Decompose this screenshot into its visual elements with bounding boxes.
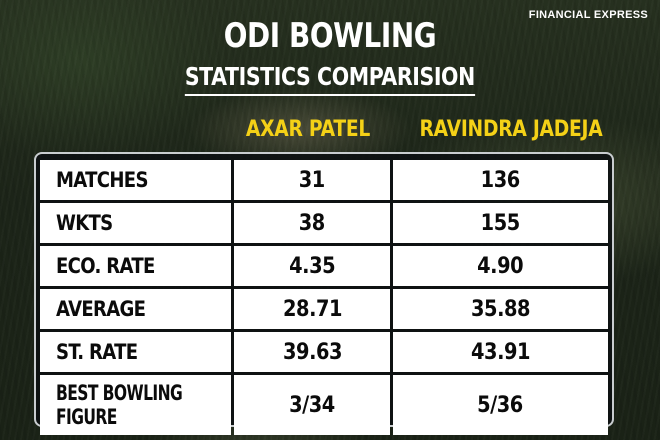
stats-table: MATCHES 31 136 WKTS 38 155 ECO. RATE 4.3…: [34, 152, 614, 435]
row-label: MATCHES: [40, 160, 232, 200]
axar-value: 28.71: [234, 289, 390, 329]
table-row: MATCHES 31 136: [40, 160, 609, 200]
jadeja-value: 35.88: [392, 289, 609, 329]
jadeja-value: 155: [392, 203, 609, 243]
player-header-jadeja: RAVINDRA JADEJA: [419, 117, 603, 142]
axar-value: 38: [234, 203, 390, 243]
page-title: ODI BOWLING: [223, 16, 437, 56]
table-row: BEST BOWLING FIGURE 3/34 5/36: [40, 375, 609, 435]
brand-logo: FINANCIAL EXPRESS: [528, 9, 648, 21]
table-row: ECO. RATE 4.35 4.90: [40, 246, 609, 286]
axar-value: 3/34: [234, 375, 390, 435]
row-label: ECO. RATE: [40, 246, 232, 286]
jadeja-value: 4.90: [392, 246, 609, 286]
row-label: BEST BOWLING FIGURE: [40, 375, 232, 435]
table-row: WKTS 38 155: [40, 203, 609, 243]
row-label-line: FIGURE: [56, 405, 117, 429]
row-label: ST. RATE: [40, 332, 232, 372]
axar-value: 31: [234, 160, 390, 200]
row-label: AVERAGE: [40, 289, 232, 329]
axar-value: 39.63: [234, 332, 390, 372]
jadeja-value: 5/36: [392, 375, 609, 435]
jadeja-value: 136: [392, 160, 609, 200]
subtitle-container: STATISTICS COMPARISION: [0, 62, 660, 96]
row-label: WKTS: [40, 203, 232, 243]
table-row: ST. RATE 39.63 43.91: [40, 332, 609, 372]
player-header-axar: AXAR PATEL: [245, 117, 371, 142]
jadeja-value: 43.91: [392, 332, 609, 372]
row-label-line: BEST BOWLING: [56, 381, 183, 405]
page-subtitle: STATISTICS COMPARISION: [185, 62, 475, 96]
table-row: AVERAGE 28.71 35.88: [40, 289, 609, 329]
axar-value: 4.35: [234, 246, 390, 286]
